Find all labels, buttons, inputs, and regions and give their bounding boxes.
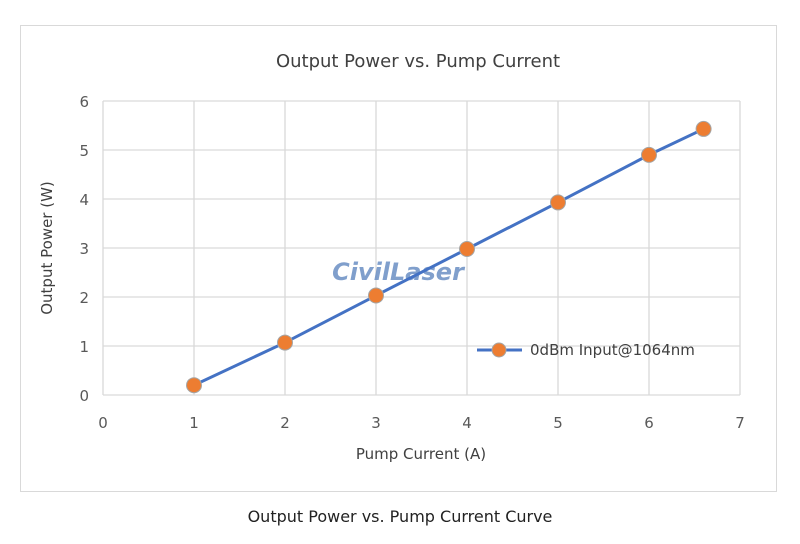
gridlines <box>102 100 741 396</box>
x-tick-label: 3 <box>371 414 381 432</box>
x-tick-label: 0 <box>98 414 108 432</box>
x-tick-label: 7 <box>735 414 745 432</box>
data-point <box>277 334 293 351</box>
chart-svg: Output Power vs. Pump Current 0 1 2 3 4 5 6 7 0… <box>38 51 745 463</box>
data-point <box>368 287 384 304</box>
x-axis-label: Pump Current (A) <box>356 445 486 463</box>
watermark-logo: CivilLaser <box>332 258 466 286</box>
data-point <box>459 240 475 257</box>
y-tick-label: 1 <box>79 338 89 356</box>
y-axis-label: Output Power (W) <box>38 181 56 315</box>
data-point <box>641 146 657 163</box>
data-point <box>695 120 712 137</box>
x-tick-label: 4 <box>462 414 472 432</box>
y-tick-label: 3 <box>79 240 89 258</box>
data-point <box>186 377 202 394</box>
x-tick-label: 5 <box>553 414 563 432</box>
figure-caption: Output Power vs. Pump Current Curve <box>247 507 553 526</box>
legend-marker-swatch <box>491 342 507 358</box>
y-tick-label: 2 <box>79 289 89 307</box>
chart-title: Output Power vs. Pump Current <box>276 51 560 72</box>
y-tick-label: 0 <box>79 387 89 405</box>
x-tick-labels: 0 1 2 3 4 5 6 7 <box>98 414 745 432</box>
y-tick-labels: 0 1 2 3 4 5 6 <box>79 93 89 405</box>
data-point <box>550 194 566 211</box>
x-tick-label: 1 <box>189 414 199 432</box>
x-tick-label: 2 <box>280 414 290 432</box>
legend: 0dBm Input@1064nm <box>477 341 695 359</box>
y-tick-label: 5 <box>79 142 89 160</box>
chart-frame <box>20 25 777 492</box>
x-tick-label: 6 <box>644 414 654 432</box>
legend-label: 0dBm Input@1064nm <box>530 341 695 359</box>
series-group <box>186 120 712 394</box>
y-tick-label: 6 <box>79 93 89 111</box>
y-tick-label: 4 <box>79 191 89 209</box>
